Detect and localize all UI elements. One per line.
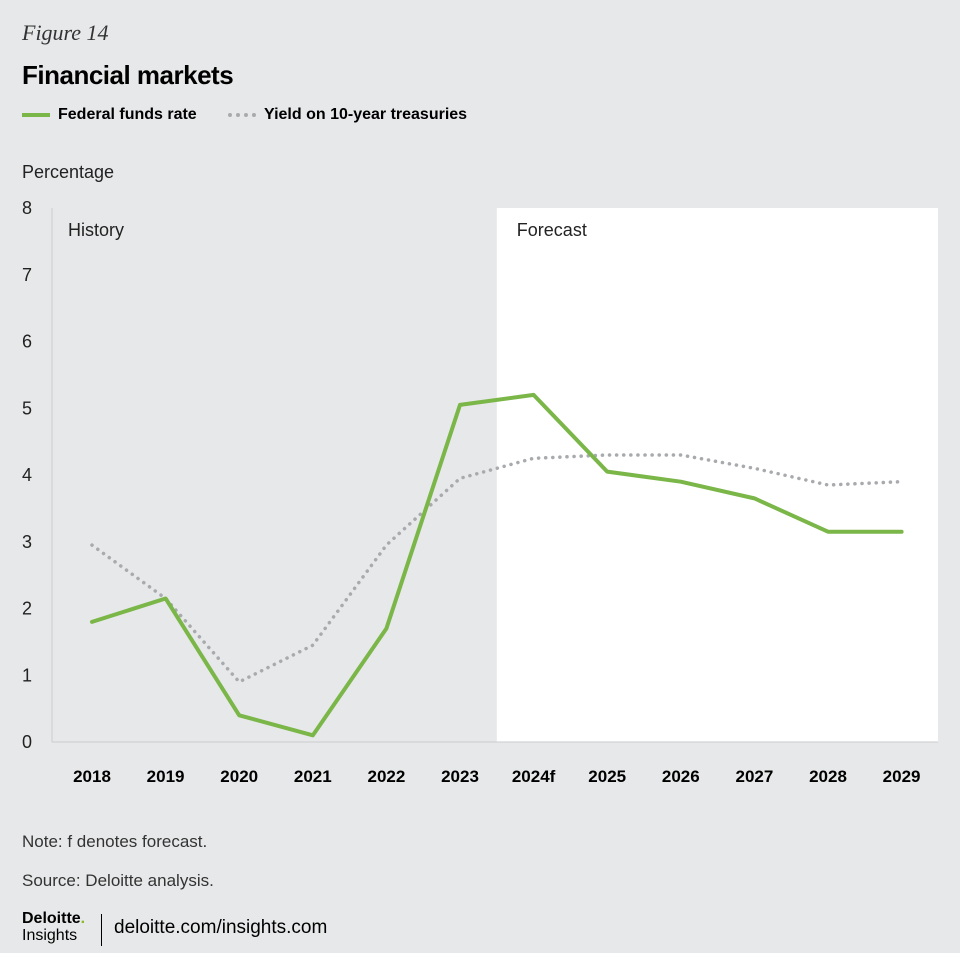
legend-swatch-solid: [22, 113, 50, 117]
note-text: Note: f denotes forecast.: [22, 832, 208, 851]
footer-divider: [101, 914, 102, 946]
figure-label: Figure 14: [22, 20, 109, 45]
footer-url[interactable]: deloitte.com/insights.com: [114, 917, 328, 938]
y-tick-label: 8: [22, 198, 32, 218]
x-tick-label: 2023: [441, 767, 479, 786]
forecast-region: [496, 208, 938, 742]
deloitte-logo: Deloitte.: [22, 910, 85, 928]
y-tick-label: 6: [22, 332, 32, 352]
logo-green-dot: .: [80, 910, 86, 927]
logo-subtitle: Insights: [22, 927, 78, 944]
y-tick-label: 7: [22, 265, 32, 285]
y-tick-label: 2: [22, 599, 32, 619]
x-tick-label: 2021: [294, 767, 332, 786]
legend-label: Yield on 10-year treasuries: [264, 106, 468, 123]
x-tick-label: 2019: [147, 767, 185, 786]
series-line-federal-funds-rate: [90, 392, 904, 738]
legend-swatch-dotted: [228, 113, 256, 117]
y-tick-label: 4: [22, 465, 32, 485]
series-line-treasury-yield: [90, 453, 904, 684]
legend-label: Federal funds rate: [58, 106, 197, 123]
legend-item-federal-funds-rate: Federal funds rate: [22, 106, 197, 124]
y-axis-label: Percentage: [22, 162, 115, 182]
x-tick-label: 2018: [73, 767, 111, 786]
x-tick-label: 2022: [367, 767, 405, 786]
x-tick-label: 2028: [809, 767, 847, 786]
x-tick-label: 2025: [588, 767, 626, 786]
chart-title: Financial markets: [22, 60, 234, 90]
logo-wordmark: Deloitte: [22, 910, 81, 927]
legend-item-treasury-yield: Yield on 10-year treasuries: [228, 106, 467, 124]
source-text: Source: Deloitte analysis.: [22, 871, 214, 890]
y-tick-label: 5: [22, 398, 32, 418]
y-tick-label: 1: [22, 665, 32, 685]
y-tick-label: 0: [22, 732, 32, 752]
region-label-history: History: [68, 220, 124, 240]
y-tick-label: 3: [22, 532, 32, 552]
x-tick-label: 2020: [220, 767, 258, 786]
x-tick-label: 2026: [662, 767, 700, 786]
region-label-forecast: Forecast: [517, 220, 587, 240]
x-tick-label: 2029: [883, 767, 921, 786]
x-tick-label: 2027: [735, 767, 773, 786]
x-tick-label: 2024f: [512, 767, 556, 786]
